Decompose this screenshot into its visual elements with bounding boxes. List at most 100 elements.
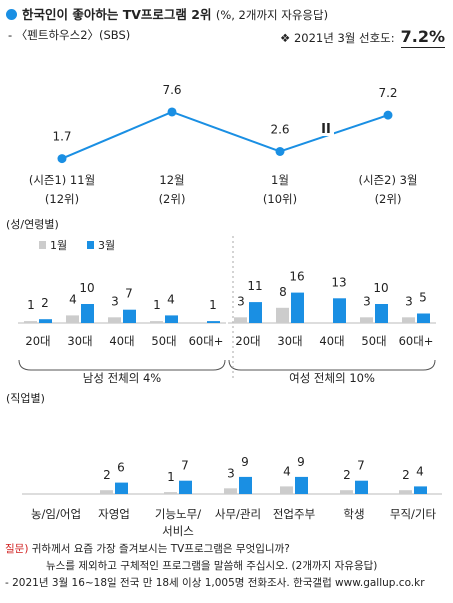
line-value-label: 1.7 (52, 130, 71, 144)
bar-jan (276, 307, 289, 323)
group-bracket (228, 359, 436, 371)
line-point (383, 110, 393, 120)
legend-swatch-jan (39, 241, 46, 249)
section-label-occupation: (직업별) (6, 392, 45, 405)
bar-mar (295, 476, 308, 494)
bar-value-label: 10 (79, 281, 94, 295)
group-label: 남성 전체의 4% (83, 371, 162, 385)
bar-value-label: 8 (279, 285, 287, 299)
bar-mar (239, 476, 252, 494)
bar-value-label: 7 (125, 287, 133, 301)
bar-value-label: 2 (402, 468, 410, 482)
line-rank-label: (12위) (45, 192, 79, 206)
bar-value-label: 2 (343, 468, 351, 482)
bar-jan (280, 486, 293, 494)
bar-value-label: 3 (363, 294, 371, 308)
bar-category-label: 20대 (235, 334, 260, 348)
bar-category-label: 기능노무/ (155, 507, 201, 521)
bar-jan (340, 490, 353, 494)
bar-mar (333, 298, 346, 323)
line-value-label: 7.6 (162, 83, 181, 97)
bar-mar (417, 313, 430, 323)
bar-value-label: 1 (209, 298, 217, 312)
bar-value-label: 1 (27, 298, 35, 312)
bar-category-label: 60대+ (189, 334, 224, 348)
footer: 질문) 귀하께서 요즘 가장 즐겨보시는 TV프로그램은 무엇입니까? 뉴스를 … (5, 541, 425, 592)
bar-value-label: 4 (283, 464, 291, 478)
source-note: - 2021년 3월 16~18일 전국 만 18세 이상 1,005명 전화조… (5, 577, 425, 589)
title-bullet-icon (6, 9, 17, 20)
bar-value-label: 1 (167, 470, 175, 484)
bar-category-label: 50대 (151, 334, 176, 348)
bar-mar (123, 309, 136, 323)
preference-readout: ❖ 2021년 3월 선호도: 7.2% (279, 27, 445, 48)
break-marker: II (321, 122, 331, 137)
bar-mar (291, 292, 304, 323)
bar-mar (414, 486, 427, 494)
bar-mar (249, 302, 262, 323)
line-category-label: 1월 (271, 173, 289, 187)
bar-value-label: 1 (153, 298, 161, 312)
group-label: 여성 전체의 10% (289, 371, 375, 385)
bar-value-label: 9 (297, 455, 305, 469)
legend-swatch-mar (87, 241, 94, 249)
bar-jan (399, 490, 412, 494)
bar-category-label: 60대+ (399, 334, 434, 348)
line-category-label: 12월 (159, 173, 184, 187)
question-line-2: 뉴스를 제외하고 구체적인 프로그램을 말씀해 주십시오. (2개까지 자유응답… (46, 560, 378, 572)
bar-value-label: 5 (419, 291, 427, 305)
line-series (61, 110, 389, 160)
bar-category-label: 30대 (277, 334, 302, 348)
bar-category-label: 학생 (343, 507, 364, 521)
bar-mar (39, 319, 52, 323)
bar-mar (207, 321, 220, 323)
bar-mar (115, 482, 128, 494)
bar-mar (355, 480, 368, 494)
bar-mar (165, 315, 178, 323)
bar-jan (100, 490, 113, 494)
question-line-1: 귀하께서 요즘 가장 즐겨보시는 TV프로그램은 무엇입니까? (31, 543, 290, 555)
bar-mar (179, 480, 192, 494)
bar-value-label: 4 (416, 464, 424, 478)
line-rank-label: (2위) (159, 192, 186, 206)
line-point (57, 154, 67, 164)
bar-value-label: 2 (103, 468, 111, 482)
bar-value-label: 7 (357, 459, 365, 473)
bar-jan (66, 315, 79, 323)
bar-category-label: 30대 (67, 334, 92, 348)
group-bracket (18, 359, 226, 371)
bar-jan (164, 492, 177, 494)
bar-category-label: 20대 (25, 334, 50, 348)
bar-value-label: 13 (331, 275, 346, 289)
bar-jan (360, 317, 373, 323)
bar-jan (402, 317, 415, 323)
bar-value-label: 6 (117, 461, 125, 475)
bar-value-label: 3 (227, 466, 235, 480)
bar-category-label: 자영업 (98, 507, 130, 521)
chart-subtitle: - 〈펜트하우스2〉(SBS) (8, 28, 131, 42)
break-mask (318, 118, 334, 136)
line-point (275, 146, 285, 156)
bar-jan (24, 321, 37, 323)
line-rank-label: (2위) (375, 192, 402, 206)
line-rank-label: (10위) (263, 192, 297, 206)
bar-value-label: 4 (69, 292, 77, 306)
legend-label-mar: 3월 (98, 239, 115, 252)
line-point (167, 107, 177, 117)
bar-value-label: 11 (247, 279, 262, 293)
bar-category-label: 40대 (109, 334, 134, 348)
bar-value-label: 9 (241, 455, 249, 469)
bar-category-label: 전업주부 (273, 507, 315, 521)
line-category-label: (시즌2) 3월 (358, 173, 417, 187)
bar-category-label: 50대 (361, 334, 386, 348)
bar-mar (375, 304, 388, 323)
question-label: 질문) (5, 543, 29, 555)
bar-jan (224, 488, 237, 494)
section-label-gender-age: (성/연령별) (6, 218, 59, 231)
bar-category-label: 서비스 (162, 524, 194, 538)
bar-value-label: 7 (181, 459, 189, 473)
line-value-label: 2.6 (270, 122, 289, 136)
bar-value-label: 4 (167, 292, 175, 306)
bar-category-label: 사무/관리 (215, 507, 261, 521)
